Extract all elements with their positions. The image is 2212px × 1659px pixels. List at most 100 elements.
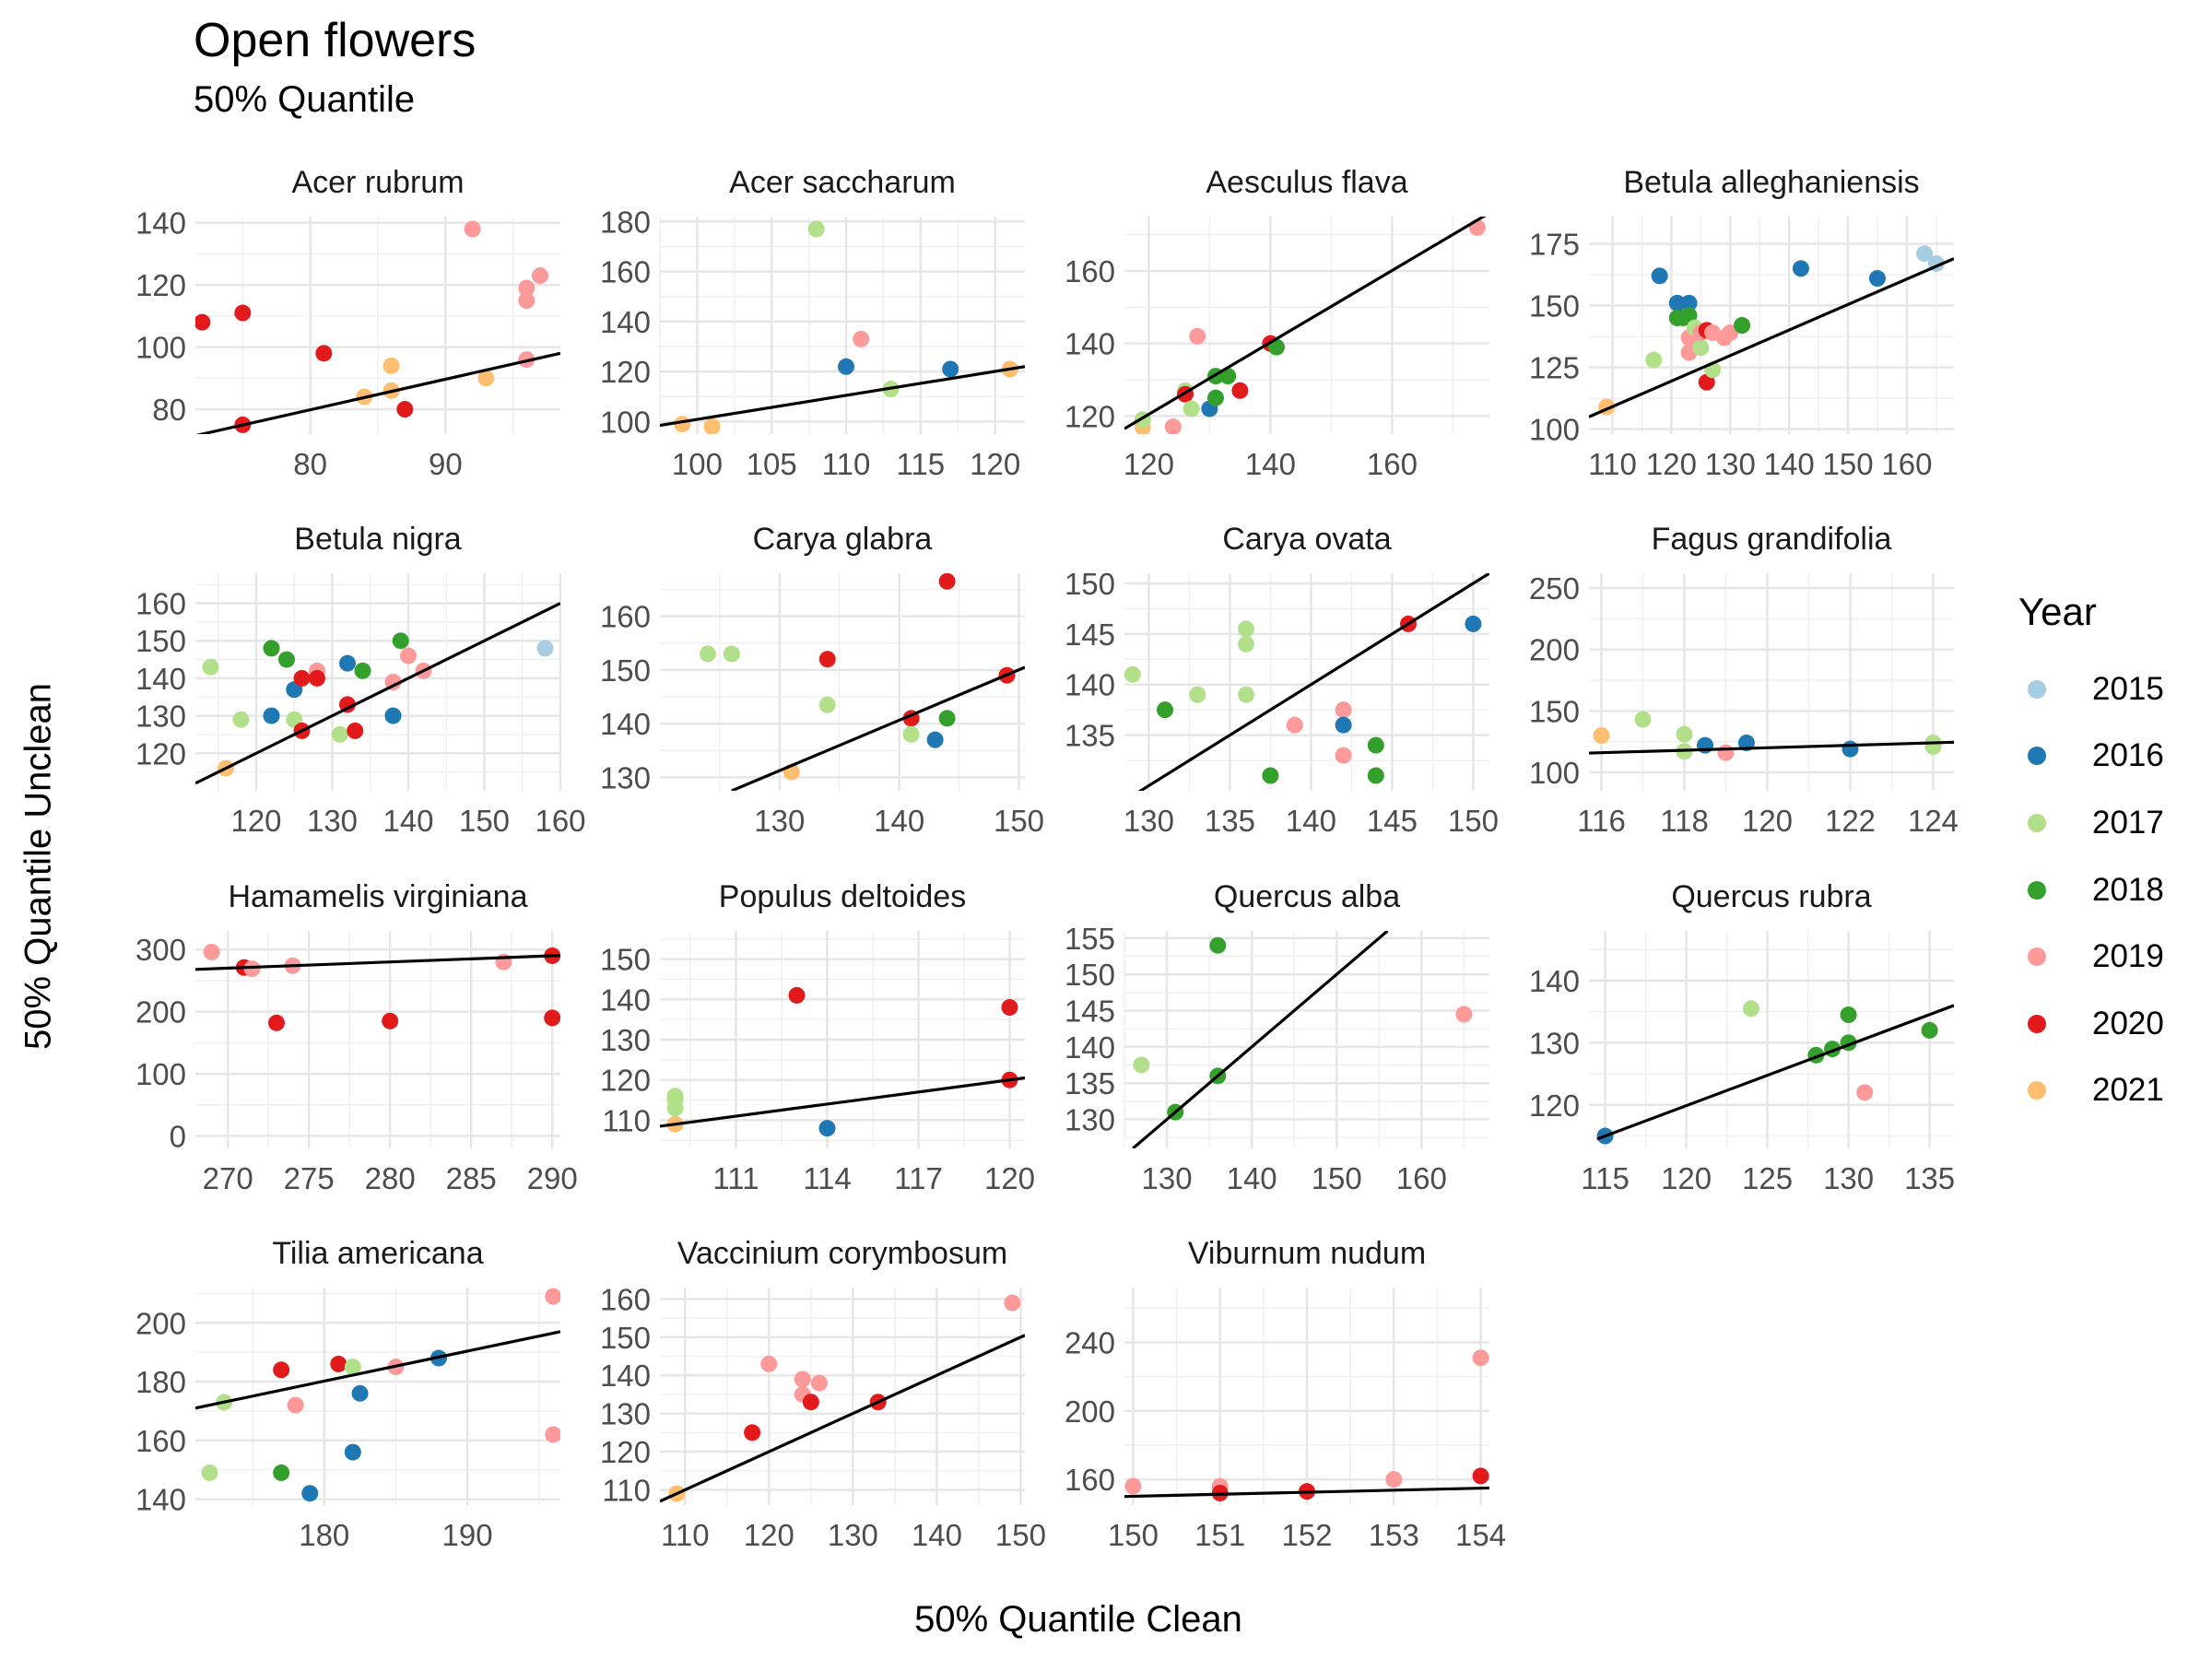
legend-label: 2018 (2092, 872, 2164, 908)
data-point-2020 (339, 696, 356, 713)
x-tick-label: 120 (1124, 447, 1174, 481)
data-point-2019 (1455, 1006, 1473, 1023)
legend-item-2018: 2018 (2023, 872, 2164, 909)
x-tick-label: 153 (1369, 1518, 1419, 1552)
data-point-2019 (1385, 1471, 1403, 1488)
reference-line (1132, 931, 1389, 1148)
facet-panel: 150 151 152 153 154 160 200 240 Viburnum nudum (1065, 1236, 1506, 1552)
legend-swatch (2028, 747, 2046, 765)
facet-panel: 80 90 80 100 120 140 Acer rubrum (135, 165, 560, 481)
y-tick-label: 130 (600, 1023, 651, 1057)
y-tick-label: 140 (1529, 964, 1580, 998)
x-tick-label: 140 (1286, 804, 1336, 838)
data-point-2016 (1868, 270, 1886, 288)
x-tick-label: 130 (754, 804, 805, 838)
y-tick-label: 125 (1529, 351, 1580, 385)
facet-title: Betula nigra (294, 522, 462, 557)
y-tick-label: 140 (135, 206, 186, 241)
facet-panel: 110 120 130 140 150 110 120 130 140 150 160 Vaccini… (600, 1236, 1046, 1552)
data-point-2018 (1367, 736, 1384, 754)
facet-title: Fagus grandifolia (1652, 522, 1892, 557)
x-tick-label: 280 (365, 1161, 416, 1195)
legend-item-2021: 2021 (2023, 1072, 2164, 1109)
y-tick-label: 150 (1065, 958, 1115, 992)
data-point-2017 (1238, 635, 1254, 653)
y-tick-label: 80 (152, 393, 186, 427)
data-point-2016 (926, 731, 944, 748)
legend-label: 2019 (2092, 938, 2164, 974)
y-tick-label: 180 (600, 205, 651, 239)
facet-plot-area (1124, 573, 1489, 791)
y-tick-label: 140 (135, 1483, 186, 1517)
y-tick-label: 180 (135, 1365, 186, 1399)
x-tick-label: 115 (897, 447, 946, 481)
facet-plot-area (1132, 931, 1473, 1148)
reference-line (195, 351, 560, 434)
facet-panel: 115 120 125 130 135 120 130 140 Quercus rubra (1529, 879, 1955, 1195)
data-point-2019 (400, 647, 417, 665)
data-point-2016 (1651, 267, 1668, 285)
x-tick-label: 160 (1367, 447, 1418, 481)
facet-title: Carya ovata (1222, 522, 1391, 557)
y-tick-label: 160 (600, 600, 651, 634)
data-point-2017 (699, 645, 716, 663)
x-tick-label: 140 (874, 804, 924, 838)
data-point-2018 (1209, 936, 1227, 954)
reference-line (660, 1334, 1025, 1503)
y-tick-label: 155 (1065, 922, 1115, 956)
y-tick-label: 120 (600, 1435, 651, 1469)
data-point-2017 (666, 1088, 684, 1105)
y-tick-label: 130 (600, 760, 651, 794)
x-tick-label: 130 (1705, 447, 1756, 481)
y-tick-label: 120 (135, 268, 186, 302)
data-point-2020 (1698, 373, 1715, 391)
y-tick-label: 240 (1065, 1325, 1115, 1359)
x-tick-label: 130 (1142, 1161, 1193, 1195)
data-point-2021 (1593, 727, 1610, 744)
y-tick-label: 250 (1529, 571, 1580, 606)
x-tick-label: 150 (995, 1518, 1046, 1552)
data-point-2020 (293, 669, 311, 687)
data-point-2020 (382, 1012, 399, 1030)
data-point-2016 (384, 707, 402, 724)
data-point-2019 (1124, 1477, 1142, 1495)
facet-title: Aesculus flava (1206, 165, 1407, 200)
reference-line (1124, 217, 1487, 430)
data-point-2016 (1680, 294, 1698, 312)
data-point-2018 (1734, 317, 1751, 334)
y-tick-label: 145 (1065, 618, 1115, 652)
reference-line (1589, 257, 1954, 418)
x-tick-label: 150 (1823, 447, 1874, 481)
data-point-2019 (1722, 324, 1739, 342)
x-axis-label: 50% Quantile Clean (914, 1599, 1242, 1640)
data-point-2017 (1634, 711, 1652, 728)
legend-label: 2017 (2092, 805, 2164, 841)
legend-swatch (2028, 881, 2046, 900)
data-point-2021 (382, 357, 400, 374)
data-point-2016 (1335, 716, 1352, 734)
y-tick-label: 150 (135, 624, 186, 658)
facet-title: Acer saccharum (729, 165, 956, 200)
y-tick-label: 130 (600, 1397, 651, 1431)
data-point-2017 (818, 696, 836, 713)
data-point-2019 (464, 220, 481, 238)
facet-title: Tilia americana (272, 1236, 483, 1271)
x-tick-label: 160 (535, 804, 585, 838)
data-point-2016 (1668, 294, 1686, 312)
x-tick-label: 130 (828, 1518, 878, 1552)
data-point-2018 (1840, 1006, 1857, 1024)
facet-panel: 130 135 140 145 150 135 140 145 150 Carya ovata (1065, 522, 1499, 838)
data-point-2019 (1335, 747, 1352, 764)
y-tick-label: 200 (1065, 1394, 1115, 1429)
x-tick-label: 114 (803, 1161, 852, 1195)
x-tick-label: 160 (1881, 447, 1932, 481)
reference-line (195, 602, 560, 785)
reference-line (1589, 740, 1954, 755)
y-tick-label: 135 (1065, 719, 1115, 753)
y-tick-label: 100 (1529, 756, 1580, 790)
y-tick-label: 150 (600, 1321, 651, 1355)
legend-label: 2021 (2092, 1072, 2164, 1108)
data-point-2020 (396, 401, 414, 418)
